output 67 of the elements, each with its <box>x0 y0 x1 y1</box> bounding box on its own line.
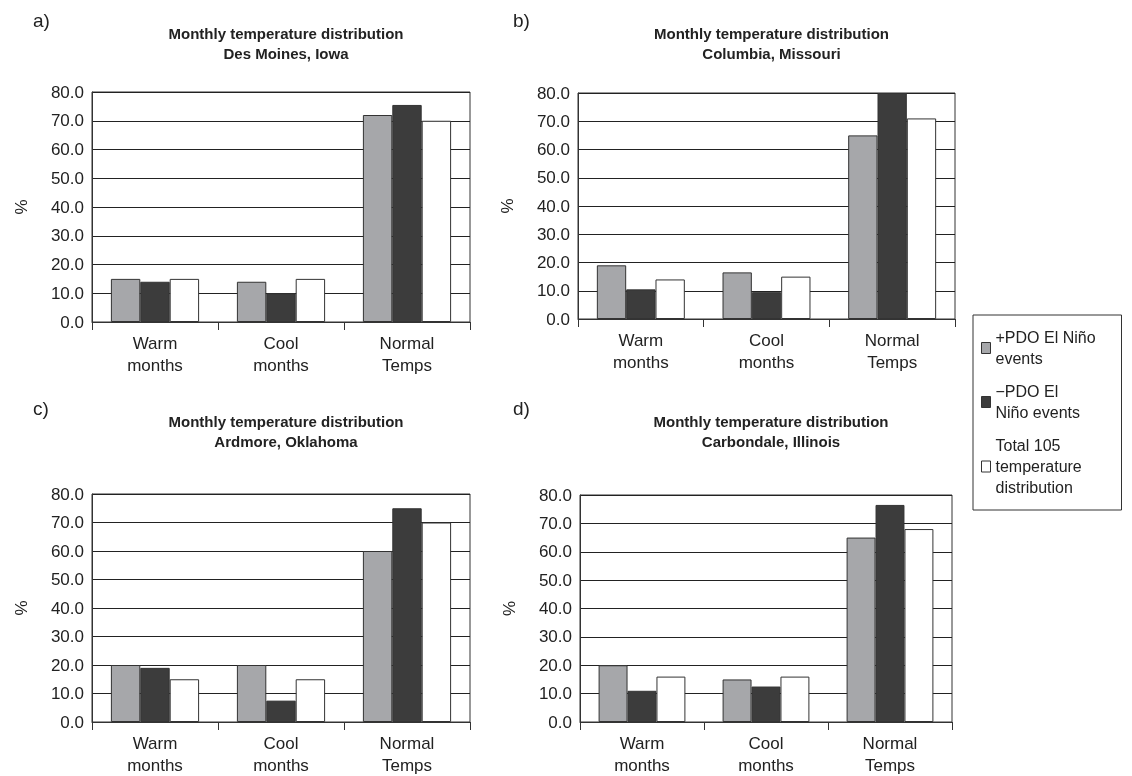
y-tick-label: 10.0 <box>50 684 84 703</box>
chart-subtitle: Des Moines, Iowa <box>223 44 350 62</box>
y-tick-label: 40.0 <box>536 196 570 216</box>
y-tick-label: 70.0 <box>50 513 84 532</box>
y-tick-label: 70.0 <box>536 111 570 131</box>
y-tick-label: 0.0 <box>546 309 570 329</box>
y-tick-label: 80.0 <box>536 83 570 103</box>
y-axis-title: % <box>498 198 517 214</box>
chart-subtitle: Carbondale, Illinois <box>701 432 841 450</box>
y-tick-label: 10.0 <box>536 281 570 301</box>
x-tick-label: Warm months <box>612 330 669 372</box>
text: a) <box>33 10 50 31</box>
chart-title: Monthly temperature distribution <box>168 412 404 430</box>
chart-subtitle: Columbia, Missouri <box>702 44 841 62</box>
x-tick-label: Normal Temps <box>379 333 435 375</box>
y-axis-title: % <box>12 600 31 616</box>
x-tick-label: Normal Temps <box>864 330 920 372</box>
legend-label: −PDO El Niño events <box>995 383 1080 421</box>
chart-title: Monthly temperature distribution <box>168 24 404 42</box>
y-tick-label: 60.0 <box>50 140 84 159</box>
y-tick-label: 60.0 <box>538 542 572 562</box>
y-tick-label: 0.0 <box>548 712 572 732</box>
y-tick-label: 40.0 <box>50 598 84 618</box>
y-tick-label: 50.0 <box>536 168 570 188</box>
legend-label: Total 105 temperature distribution <box>995 437 1087 496</box>
y-tick-label: 20.0 <box>538 655 572 675</box>
x-tick-label: Cool months <box>738 330 795 372</box>
text: c) <box>33 398 49 419</box>
y-tick-label: 40.0 <box>538 599 572 618</box>
y-tick-label: 20.0 <box>50 255 84 274</box>
y-tick-label: 20.0 <box>50 655 84 675</box>
y-tick-label: 80.0 <box>538 485 572 505</box>
y-tick-label: 30.0 <box>538 627 572 647</box>
x-tick-label: Warm months <box>614 733 670 775</box>
text: b) <box>513 10 530 31</box>
chart-title: Monthly temperature distribution <box>653 412 889 430</box>
text: d) <box>513 398 530 419</box>
x-tick-label: Cool months <box>738 733 794 775</box>
y-tick-label: 10.0 <box>50 283 84 303</box>
y-axis-title: % <box>500 600 519 617</box>
x-tick-label: Cool months <box>253 333 309 375</box>
y-tick-label: 50.0 <box>50 168 84 188</box>
y-tick-label: 10.0 <box>538 684 572 704</box>
y-tick-label: 60.0 <box>536 140 570 159</box>
y-tick-label: 70.0 <box>50 111 84 131</box>
x-tick-label: Warm months <box>127 333 183 375</box>
x-tick-label: Normal Temps <box>379 733 435 775</box>
y-tick-label: 80.0 <box>50 484 84 504</box>
chart-subtitle: Ardmore, Oklahoma <box>214 432 359 450</box>
y-tick-label: 0.0 <box>60 312 84 332</box>
y-axis-title: % <box>12 199 31 215</box>
y-tick-label: 30.0 <box>536 224 570 244</box>
x-tick-label: Normal Temps <box>862 733 918 775</box>
y-tick-label: 30.0 <box>50 226 84 246</box>
x-tick-label: Cool months <box>253 733 309 775</box>
y-tick-label: 80.0 <box>50 82 84 102</box>
y-tick-label: 50.0 <box>50 570 84 589</box>
chart-title: Monthly temperature distribution <box>653 24 890 42</box>
y-tick-label: 50.0 <box>538 570 572 590</box>
y-tick-label: 60.0 <box>50 541 84 561</box>
legend-label: +PDO El Niño events <box>995 329 1100 367</box>
y-tick-label: 70.0 <box>538 513 572 533</box>
y-tick-label: 0.0 <box>60 712 84 732</box>
y-tick-label: 40.0 <box>50 197 84 217</box>
x-tick-label: Warm months <box>127 733 183 775</box>
y-tick-label: 30.0 <box>50 627 84 646</box>
y-tick-label: 20.0 <box>536 253 570 272</box>
